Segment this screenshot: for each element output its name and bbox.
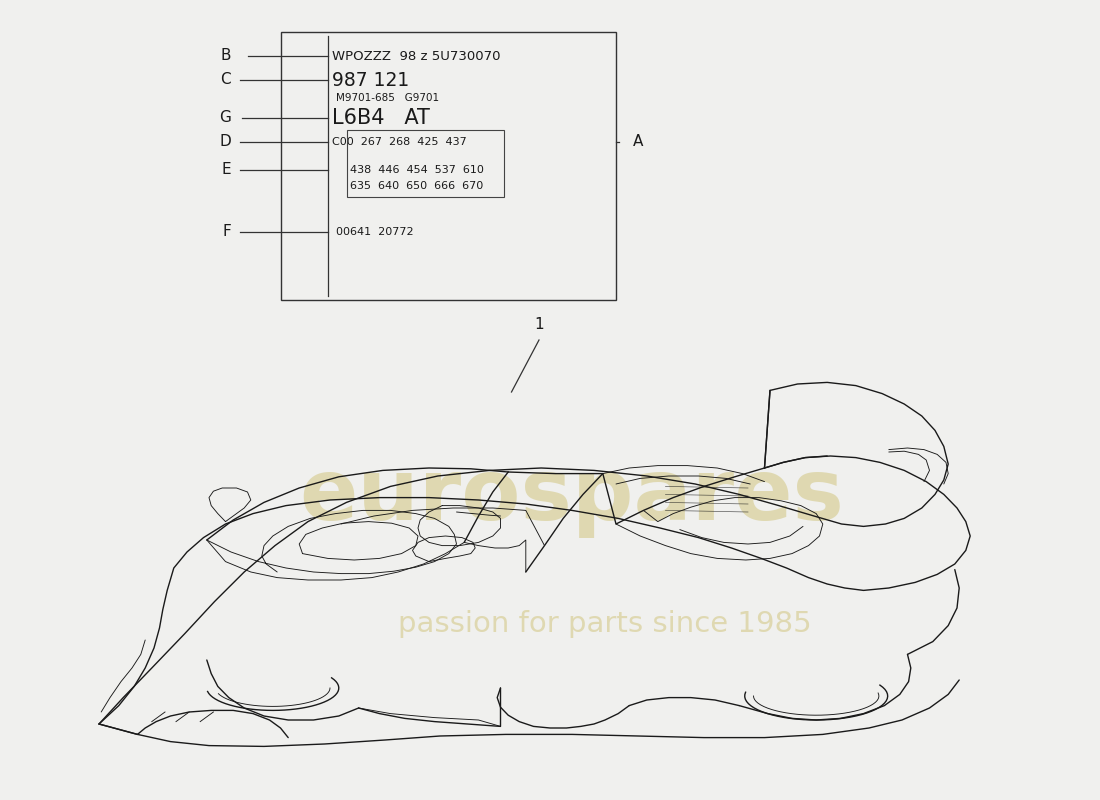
Text: 438  446  454  537  610: 438 446 454 537 610 (350, 165, 484, 174)
Text: D: D (219, 134, 231, 149)
Text: eurospares: eurospares (299, 454, 845, 538)
Text: passion for parts since 1985: passion for parts since 1985 (398, 610, 812, 638)
Text: M9701-685   G9701: M9701-685 G9701 (336, 93, 439, 102)
Bar (346, 130, 504, 197)
Text: L6B4   AT: L6B4 AT (332, 108, 430, 127)
Text: 987 121: 987 121 (332, 70, 409, 90)
Text: G: G (219, 110, 231, 125)
Bar (280, 32, 616, 300)
Text: C: C (220, 73, 231, 87)
Text: A: A (632, 134, 642, 149)
Text: 635  640  650  666  670: 635 640 650 666 670 (350, 182, 483, 191)
Text: 00641  20772: 00641 20772 (336, 227, 414, 237)
Text: F: F (222, 225, 231, 239)
Text: B: B (220, 49, 231, 63)
Text: WPOZZZ  98 z 5U730070: WPOZZZ 98 z 5U730070 (332, 50, 500, 62)
Text: C00  267  268  425  437: C00 267 268 425 437 (332, 137, 466, 146)
Text: 1: 1 (535, 317, 543, 332)
Text: E: E (221, 162, 231, 177)
